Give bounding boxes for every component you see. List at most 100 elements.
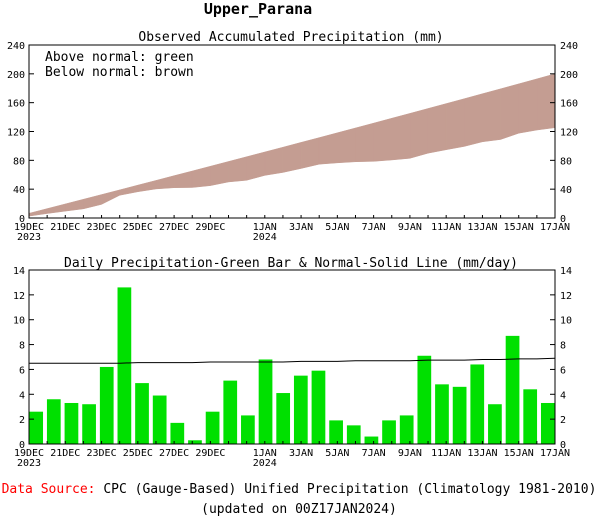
- accum-xtick-label: 17JAN: [540, 222, 570, 233]
- daily-bar: [505, 335, 520, 444]
- daily-ytick-label-left: 10: [13, 316, 25, 327]
- daily-bar: [346, 425, 361, 444]
- accum-band-segment: [318, 132, 338, 165]
- daily-bar: [117, 287, 132, 444]
- accum-xtick-year: 2023: [17, 232, 41, 243]
- accum-band-segment: [500, 83, 519, 140]
- daily-ytick-label-left: 6: [19, 365, 25, 376]
- daily-xtick-label: 13JAN: [467, 448, 497, 459]
- daily-xtick-label: 27DEC: [159, 448, 189, 459]
- daily-ytick-label-left: 14: [13, 266, 25, 277]
- accum-band-segment: [137, 180, 157, 193]
- accum-xtick-year: 2024: [253, 232, 277, 243]
- accum-xtick-label: 3JAN: [289, 222, 313, 233]
- accum-band-segment: [210, 161, 229, 186]
- accum-xtick-label: 21DEC: [50, 222, 80, 233]
- accum-band-segment: [482, 88, 501, 143]
- daily-chart: Daily Precipitation-Green Bar & Normal-S…: [13, 256, 572, 469]
- data-source-text: CPC (Gauge-Based) Unified Precipitation …: [103, 482, 597, 497]
- accum-xtick-label: 23DEC: [86, 222, 116, 233]
- accum-xtick-label: 9JAN: [398, 222, 422, 233]
- accum-xtick-label: 5JAN: [325, 222, 349, 233]
- daily-bar: [135, 383, 149, 444]
- daily-bar: [82, 404, 96, 444]
- accum-xtick-label: 29DEC: [195, 222, 225, 233]
- accum-ytick-label-right: 40: [560, 185, 572, 196]
- daily-ytick-label-right: 12: [560, 291, 572, 302]
- daily-ytick-label-left: 8: [19, 341, 25, 352]
- accum-band-segment: [518, 78, 538, 134]
- accum-xtick-label: 19DEC: [14, 222, 44, 233]
- accum-ytick-label-right: 200: [560, 70, 578, 81]
- daily-bar: [29, 411, 44, 444]
- daily-xtick-label: 7JAN: [362, 448, 386, 459]
- daily-xtick-label: 5JAN: [325, 448, 349, 459]
- data-source-footer: Data Source: CPC (Gauge-Based) Unified P…: [0, 482, 598, 497]
- accum-ytick-label-right: 240: [560, 41, 578, 52]
- accum-xtick-label: 7JAN: [362, 222, 386, 233]
- accum-band-segment: [282, 142, 302, 173]
- accumulated-chart: Observed Accumulated Precipitation (mm) …: [7, 30, 578, 243]
- legend-below-normal: Below normal: brown: [45, 65, 194, 80]
- accum-band-segment: [337, 127, 356, 164]
- daily-bar: [64, 402, 79, 444]
- accum-ytick-label-left: 200: [7, 70, 25, 81]
- accum-xtick-label: 15JAN: [504, 222, 534, 233]
- accum-ytick-label-left: 0: [19, 214, 25, 225]
- daily-xtick-label: 17JAN: [540, 448, 570, 459]
- daily-bar: [364, 436, 379, 444]
- daily-ytick-label-right: 4: [560, 390, 566, 401]
- accumulated-band: [28, 73, 556, 217]
- daily-bar: [293, 375, 308, 444]
- daily-bar: [241, 415, 255, 444]
- daily-xtick-label: 15JAN: [504, 448, 534, 459]
- accum-band-segment: [300, 137, 320, 169]
- legend-above-normal: Above normal: green: [45, 50, 194, 65]
- accum-band-segment: [409, 108, 429, 159]
- daily-ytick-label-right: 2: [560, 415, 566, 426]
- accum-band-segment: [46, 203, 66, 214]
- accum-band-segment: [65, 198, 84, 212]
- accum-band-segment: [101, 189, 120, 205]
- daily-bar: [435, 384, 449, 444]
- accum-band-segment: [373, 117, 393, 162]
- accum-band-segment: [155, 175, 175, 190]
- page-title: Upper_Parana: [204, 0, 312, 18]
- daily-xtick-label: 23DEC: [86, 448, 116, 459]
- accum-band-segment: [28, 208, 48, 217]
- daily-bar: [311, 370, 326, 444]
- accum-band-segment: [355, 122, 374, 163]
- daily-bar: [258, 359, 273, 444]
- accum-xtick-label: 13JAN: [467, 222, 497, 233]
- daily-ytick-label-left: 12: [13, 291, 25, 302]
- daily-bar: [188, 440, 202, 444]
- daily-bars: [29, 287, 555, 444]
- daily-xtick-label: 1JAN: [253, 448, 277, 459]
- daily-bar: [452, 386, 467, 444]
- daily-xtick-label: 11JAN: [431, 448, 461, 459]
- daily-bar: [329, 420, 343, 444]
- daily-ytick-label-right: 8: [560, 341, 566, 352]
- accum-xtick-label: 27DEC: [159, 222, 189, 233]
- accum-band-segment: [427, 103, 447, 154]
- daily-bar: [223, 380, 238, 444]
- daily-bar: [46, 399, 61, 444]
- daily-bar: [470, 364, 485, 444]
- accum-ytick-label-right: 120: [560, 128, 578, 139]
- daily-bar: [523, 389, 538, 444]
- accum-band-segment: [83, 194, 102, 210]
- accum-band-segment: [173, 170, 193, 188]
- daily-xtick-label: 25DEC: [123, 448, 153, 459]
- updated-footer: (updated on 00Z17JAN2024): [201, 502, 397, 517]
- daily-ytick-label-right: 14: [560, 266, 572, 277]
- daily-bar: [399, 415, 414, 444]
- daily-xtick-label: 3JAN: [289, 448, 313, 459]
- accum-band-segment: [536, 73, 556, 131]
- daily-ytick-label-left: 4: [19, 390, 25, 401]
- daily-xtick-label: 19DEC: [14, 448, 44, 459]
- accum-ytick-label-left: 160: [7, 99, 25, 110]
- daily-xtick-year: 2023: [17, 458, 41, 469]
- daily-bar: [417, 355, 432, 444]
- daily-chart-title: Daily Precipitation-Green Bar & Normal-S…: [64, 256, 518, 271]
